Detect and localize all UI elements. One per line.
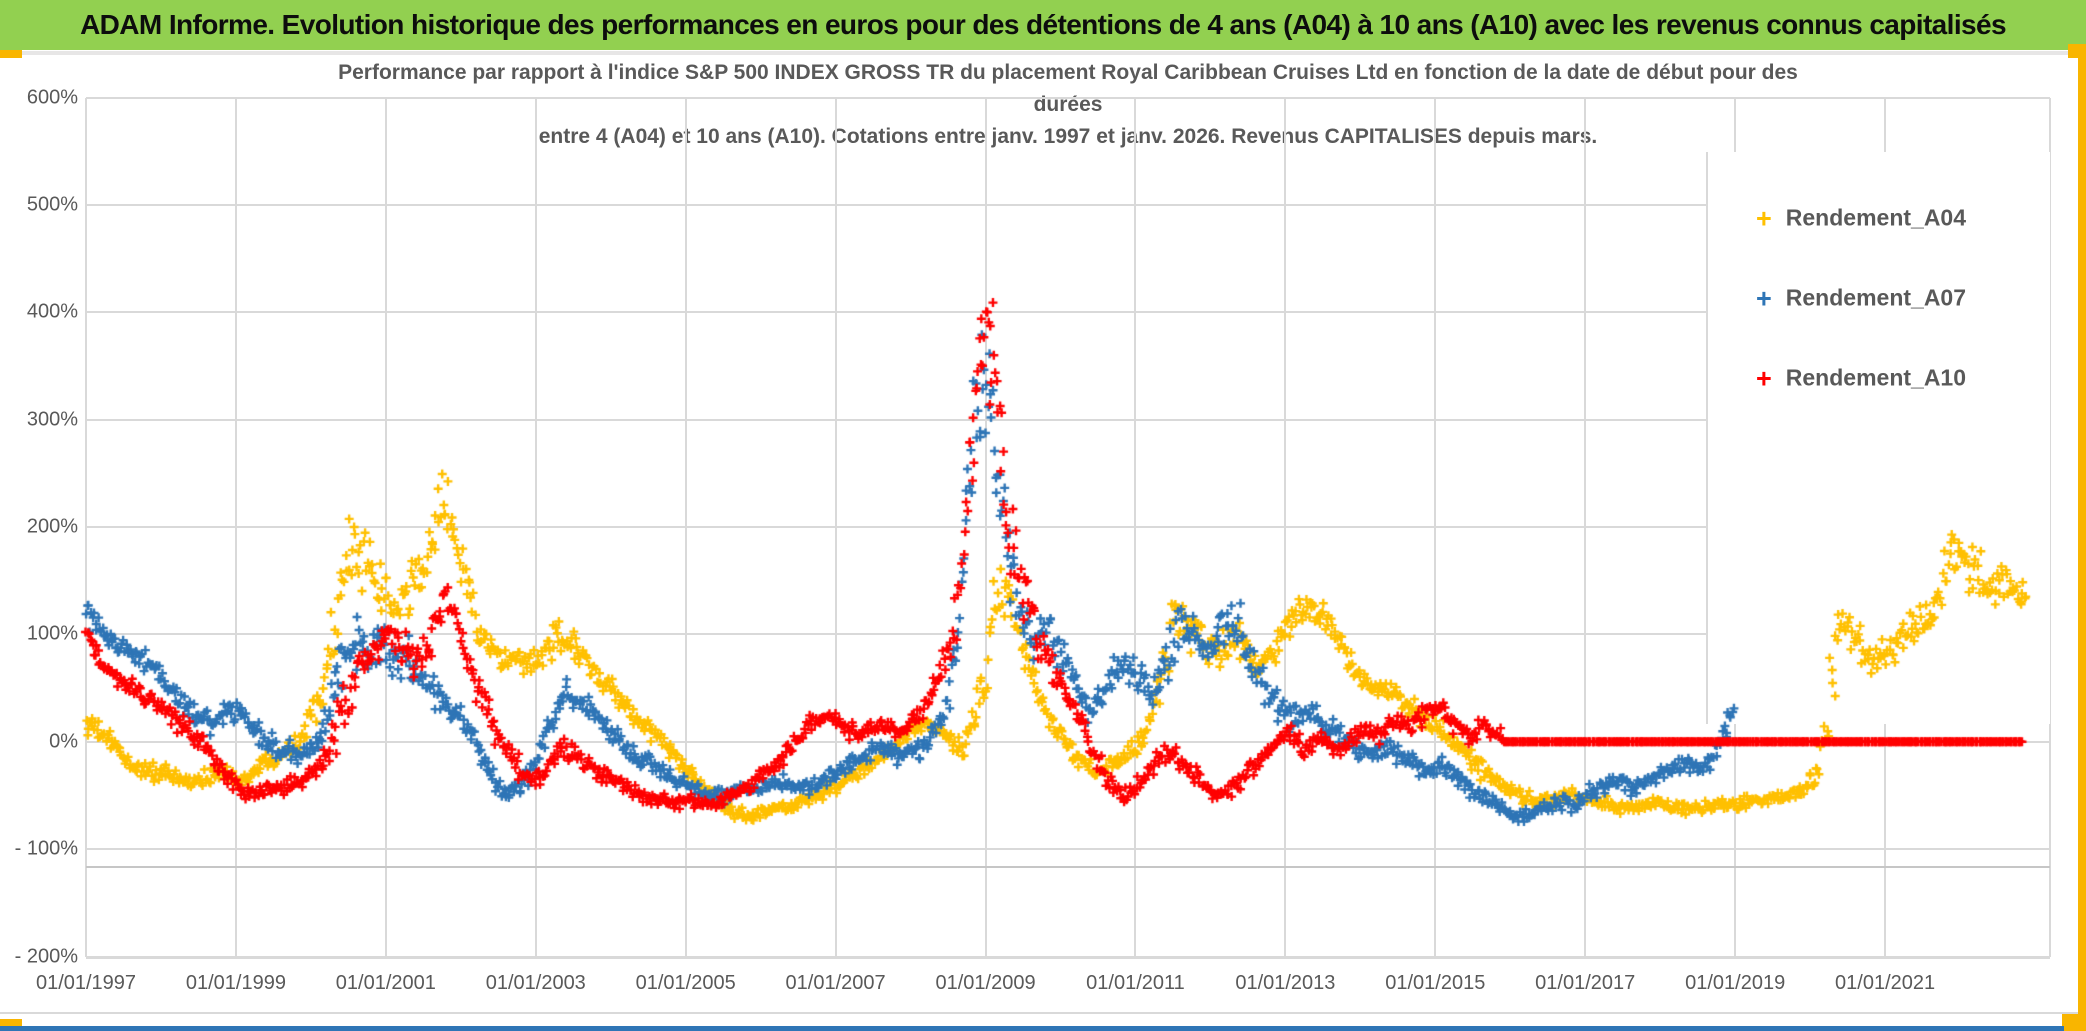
x-gridline: [1134, 97, 1137, 957]
x-gridline: [1284, 97, 1287, 957]
plot-left-border: [85, 97, 87, 957]
x-tick-label: 01/01/2021: [1835, 972, 1936, 994]
x-tick-label: 01/01/2001: [335, 972, 436, 994]
y-tick-label: 0%: [49, 730, 78, 753]
x-gridline: [234, 97, 237, 957]
accent-top-right: [2068, 44, 2086, 58]
x-tick-label: 01/01/2019: [1685, 972, 1786, 994]
x-tick-label: 01/01/2017: [1535, 972, 1636, 994]
y-tick-label: 500%: [26, 193, 78, 216]
y-tick-label: 100%: [26, 622, 78, 645]
legend-box-edge: [1706, 152, 1708, 724]
chart-title-line-2: durées: [1033, 93, 1103, 116]
y-tick-label: - 100%: [14, 837, 78, 860]
x-tick-label: 01/01/2013: [1235, 972, 1336, 994]
chart-title: Performance par rapport à l'indice S&P 5…: [86, 57, 2050, 153]
y-gridline: [86, 96, 2050, 99]
y-gridline: [86, 740, 2050, 743]
y-tick-label: - 200%: [14, 945, 78, 967]
x-gridline: [834, 97, 837, 957]
x-tick-label: 01/01/1999: [185, 972, 286, 994]
legend-entry: + Rendement_A04: [1742, 196, 1981, 240]
extra-baseline: [86, 866, 2050, 869]
x-gridline: [1584, 97, 1587, 957]
x-tick-label: 01/01/2011: [1086, 972, 1185, 994]
legend-entry: + Rendement_A07: [1742, 276, 1981, 320]
x-gridline: [984, 97, 987, 957]
legend-label: Rendement_A04: [1785, 204, 1967, 231]
chart-bottom-border: [0, 1012, 2078, 1014]
accent-bottom-right: [2062, 1013, 2086, 1031]
x-tick-label: 01/01/2005: [635, 972, 736, 994]
accent-right-border: [2078, 58, 2086, 1031]
x-tick-label: 01/01/2015: [1385, 972, 1486, 994]
x-tick-label: 01/01/2009: [935, 972, 1036, 994]
accent-top-left: [0, 50, 22, 58]
x-tick-label: 01/01/1997: [35, 972, 137, 994]
y-tick-label: 200%: [26, 515, 78, 538]
x-gridline: [534, 97, 537, 957]
y-tick-label: 400%: [26, 300, 78, 323]
legend-entry: + Rendement_A10: [1742, 356, 1981, 400]
banner-separator: [0, 51, 2086, 55]
legend-plus-marker-icon: +: [1756, 363, 1772, 393]
chart-title-line-3: entre 4 (A04) et 10 ans (A10). Cotations…: [538, 125, 1598, 148]
x-gridline: [384, 97, 387, 957]
x-tick-label: 01/01/2003: [485, 972, 586, 994]
legend-label: Rendement_A07: [1785, 284, 1967, 311]
y-gridline: [86, 848, 2050, 851]
x-tick-label: 01/01/2007: [785, 972, 886, 994]
legend-plus-marker-icon: +: [1756, 203, 1772, 233]
x-gridline: [684, 97, 687, 957]
plot-bottom-border: [86, 956, 2050, 959]
x-gridline: [1434, 97, 1437, 957]
chart-title-line-1: Performance par rapport à l'indice S&P 5…: [338, 61, 1798, 84]
y-tick-label: 600%: [26, 86, 78, 108]
page-title: ADAM Informe. Evolution historique des p…: [80, 9, 2006, 40]
bottom-blue-line: [0, 1026, 2064, 1031]
y-tick-label: 300%: [26, 408, 78, 431]
page-title-banner: ADAM Informe. Evolution historique des p…: [0, 0, 2086, 50]
legend-plus-marker-icon: +: [1756, 283, 1772, 313]
legend-label: Rendement_A10: [1785, 364, 1967, 391]
